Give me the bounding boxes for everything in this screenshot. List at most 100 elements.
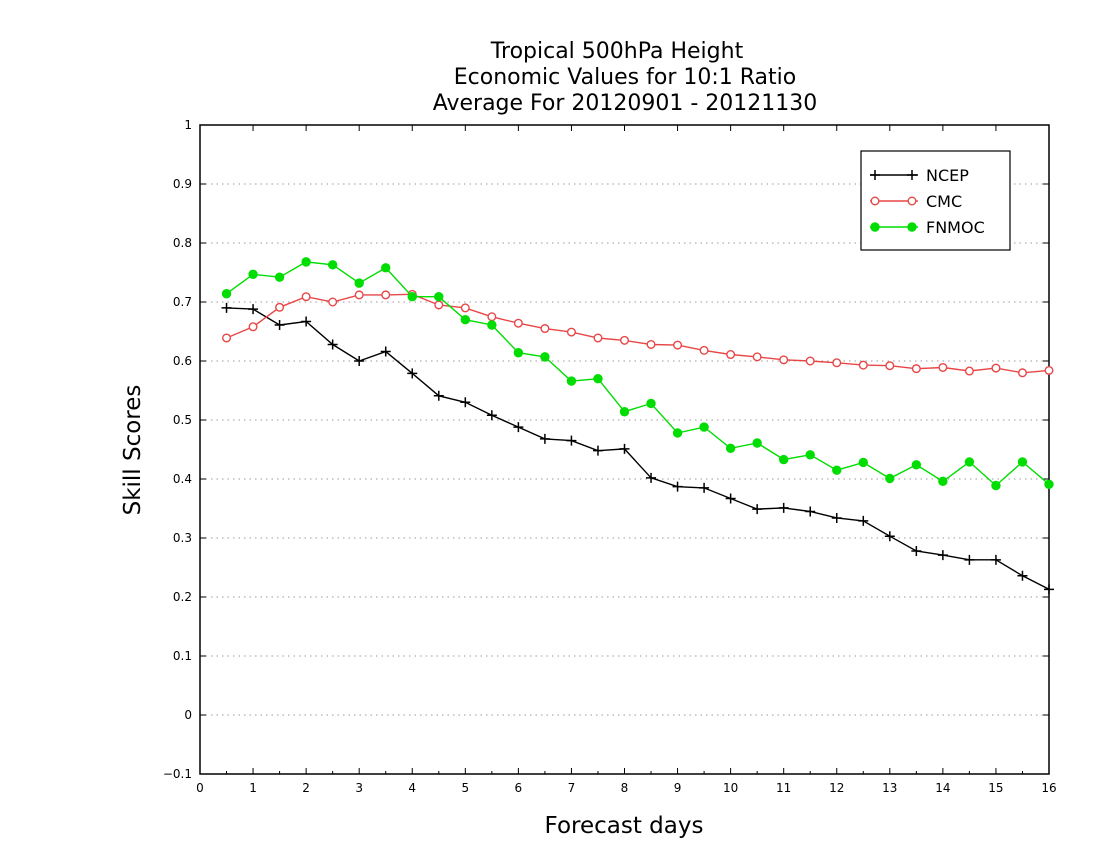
data-point xyxy=(407,368,418,379)
data-point xyxy=(964,457,975,467)
data-point xyxy=(460,315,471,325)
data-point xyxy=(991,363,1001,373)
y-tick-label: 1 xyxy=(184,118,192,132)
data-point xyxy=(513,422,524,433)
data-point xyxy=(1017,570,1028,581)
data-point xyxy=(778,454,789,465)
data-point xyxy=(907,222,917,232)
data-point xyxy=(673,340,683,350)
data-point xyxy=(832,358,842,368)
y-tick-label: 0.9 xyxy=(173,177,192,191)
data-point xyxy=(1017,457,1028,467)
y-tick-label: 0.3 xyxy=(173,531,192,545)
data-point xyxy=(566,435,577,446)
data-point xyxy=(486,410,497,421)
data-point xyxy=(540,352,550,362)
series-lines xyxy=(221,257,1054,595)
data-point xyxy=(487,312,497,322)
data-point xyxy=(434,300,444,310)
title-line-3: Average For 20120901 - 20121130 xyxy=(433,91,818,116)
series-line xyxy=(226,261,1050,487)
data-point xyxy=(328,297,338,307)
data-point xyxy=(907,196,917,206)
data-point xyxy=(991,480,1001,491)
series-fnmoc xyxy=(221,257,1054,491)
data-point xyxy=(964,366,974,376)
data-point xyxy=(274,320,285,331)
data-point xyxy=(870,196,880,206)
data-point xyxy=(752,504,763,515)
data-point xyxy=(619,407,630,417)
legend-label: CMC xyxy=(926,192,962,211)
data-point xyxy=(301,257,311,267)
data-point xyxy=(699,482,710,493)
data-point xyxy=(301,316,312,327)
data-point xyxy=(725,443,736,454)
data-point xyxy=(1017,368,1027,378)
data-point xyxy=(870,170,880,180)
x-tick-label: 6 xyxy=(515,781,523,795)
data-point xyxy=(885,361,895,371)
title-line-1: Tropical 500hPa Height xyxy=(490,39,744,64)
legend-label: FNMOC xyxy=(926,218,985,237)
data-point xyxy=(221,302,232,313)
x-tick-label: 2 xyxy=(302,781,310,795)
y-tick-label: 0.7 xyxy=(173,295,192,309)
data-point xyxy=(540,324,550,334)
data-point xyxy=(434,291,444,302)
data-point xyxy=(274,272,285,282)
x-tick-label: 11 xyxy=(776,781,791,795)
data-point xyxy=(752,438,762,448)
data-point xyxy=(990,554,1001,565)
data-point xyxy=(354,356,365,366)
y-tick-label: 0.2 xyxy=(173,590,192,604)
data-point xyxy=(513,348,524,358)
x-tick-label: 9 xyxy=(674,781,682,795)
x-tick-label: 16 xyxy=(1041,781,1056,795)
data-point xyxy=(222,333,232,343)
y-tick-label: 0.8 xyxy=(173,236,192,250)
data-point xyxy=(566,327,576,337)
data-point xyxy=(1044,365,1054,375)
data-point xyxy=(646,339,656,349)
data-point xyxy=(381,263,391,273)
data-point xyxy=(907,170,917,180)
data-point xyxy=(870,222,880,232)
x-tick-label: 14 xyxy=(935,781,950,795)
y-tick-label: 0.1 xyxy=(173,649,192,663)
data-point xyxy=(248,304,259,315)
data-point xyxy=(858,360,868,370)
data-point xyxy=(937,550,948,561)
data-point xyxy=(699,345,709,355)
data-point xyxy=(407,291,417,302)
data-point xyxy=(327,339,338,350)
data-point xyxy=(911,460,922,470)
data-point xyxy=(248,322,258,332)
data-point xyxy=(620,335,630,345)
series-line xyxy=(226,307,1050,590)
data-point xyxy=(805,506,816,517)
data-point xyxy=(726,350,736,360)
x-tick-label: 7 xyxy=(568,781,576,795)
data-point xyxy=(327,260,338,270)
data-point xyxy=(487,320,497,330)
data-point xyxy=(964,554,975,565)
x-tick-label: 15 xyxy=(988,781,1003,795)
y-tick-label: 0.5 xyxy=(173,413,192,427)
data-point xyxy=(858,515,869,526)
data-point xyxy=(460,397,471,408)
data-point xyxy=(911,545,922,556)
x-tick-label: 10 xyxy=(723,781,738,795)
data-point xyxy=(858,457,868,468)
chart-title: Tropical 500hPa Height Economic Values f… xyxy=(433,39,818,116)
data-point xyxy=(592,445,603,456)
data-point xyxy=(911,364,921,374)
legend-item-fnmoc: FNMOC xyxy=(870,218,985,237)
data-point xyxy=(646,398,656,409)
data-point xyxy=(460,303,470,313)
data-point xyxy=(832,465,842,475)
x-tick-label: 4 xyxy=(408,781,416,795)
x-tick-label: 0 xyxy=(196,781,204,795)
data-point xyxy=(646,472,657,483)
x-tick-label: 5 xyxy=(461,781,469,795)
